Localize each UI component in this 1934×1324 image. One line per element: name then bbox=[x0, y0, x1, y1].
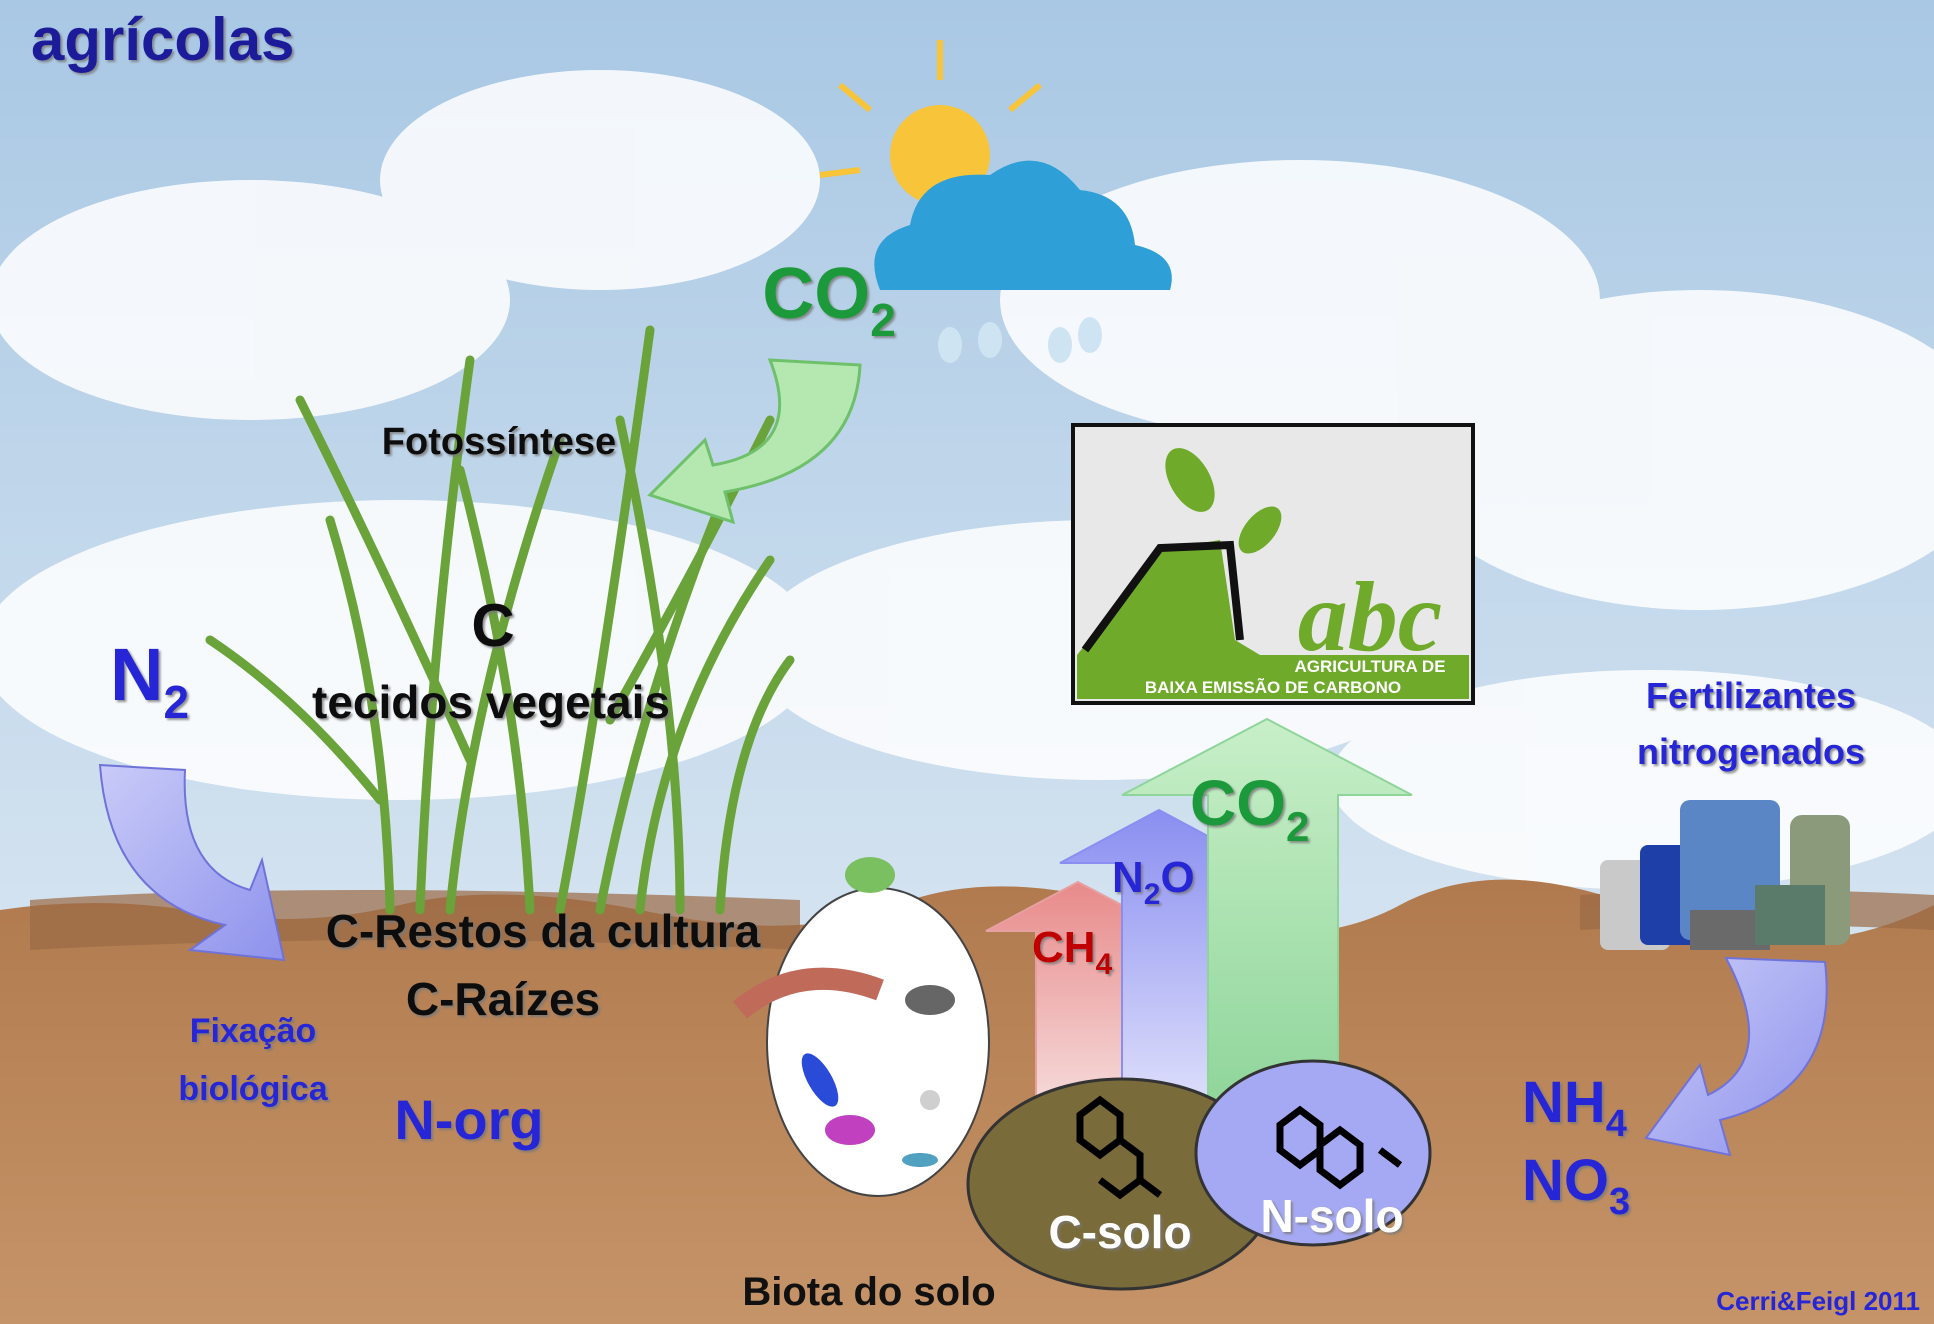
formula: CO bbox=[1190, 767, 1286, 839]
subscript: 2 bbox=[163, 676, 189, 728]
label: nitrogenados bbox=[1637, 731, 1865, 772]
title: agrícolas bbox=[31, 6, 294, 73]
subscript: 4 bbox=[1606, 1103, 1627, 1145]
formula: NH bbox=[1522, 1070, 1606, 1135]
logo-line: AGRICULTURA DE bbox=[1294, 657, 1445, 676]
label: C bbox=[471, 592, 514, 659]
formula: N bbox=[1112, 853, 1144, 902]
credit: Cerri&Feigl 2011 bbox=[1716, 1286, 1920, 1316]
logo-mark: abc bbox=[1298, 561, 1442, 672]
logo-line: BAIXA EMISSÃO DE CARBONO bbox=[1145, 677, 1401, 697]
label: biológica bbox=[178, 1070, 328, 1108]
label: C-Restos da cultura bbox=[326, 905, 761, 957]
label: Fixação bbox=[190, 1012, 317, 1050]
label: Fotossíntese bbox=[382, 421, 616, 463]
formula: NO bbox=[1522, 1148, 1609, 1213]
formula: CH bbox=[1032, 923, 1096, 972]
formula: CO bbox=[762, 254, 870, 334]
label: C-solo bbox=[1048, 1206, 1191, 1258]
label: Fertilizantes bbox=[1646, 675, 1856, 716]
subscript: 3 bbox=[1609, 1181, 1630, 1223]
soil-biota-ellipse bbox=[767, 888, 989, 1196]
label: N-org bbox=[394, 1088, 543, 1151]
label: C-Raízes bbox=[406, 973, 600, 1025]
diagram: abc AGRICULTURA DE BAIXA EMISSÃO DE CARB… bbox=[0, 0, 1934, 1324]
label: N-solo bbox=[1260, 1190, 1403, 1242]
formula: O bbox=[1160, 853, 1194, 902]
subscript: 4 bbox=[1096, 948, 1113, 981]
label: tecidos vegetais bbox=[312, 676, 670, 728]
formula: N bbox=[110, 633, 163, 716]
abc-logo: abc AGRICULTURA DE BAIXA EMISSÃO DE CARB… bbox=[1073, 425, 1473, 703]
label: Biota do solo bbox=[742, 1270, 995, 1314]
subscript: 2 bbox=[870, 294, 896, 346]
subscript: 2 bbox=[1144, 878, 1161, 911]
subscript: 2 bbox=[1286, 803, 1309, 850]
